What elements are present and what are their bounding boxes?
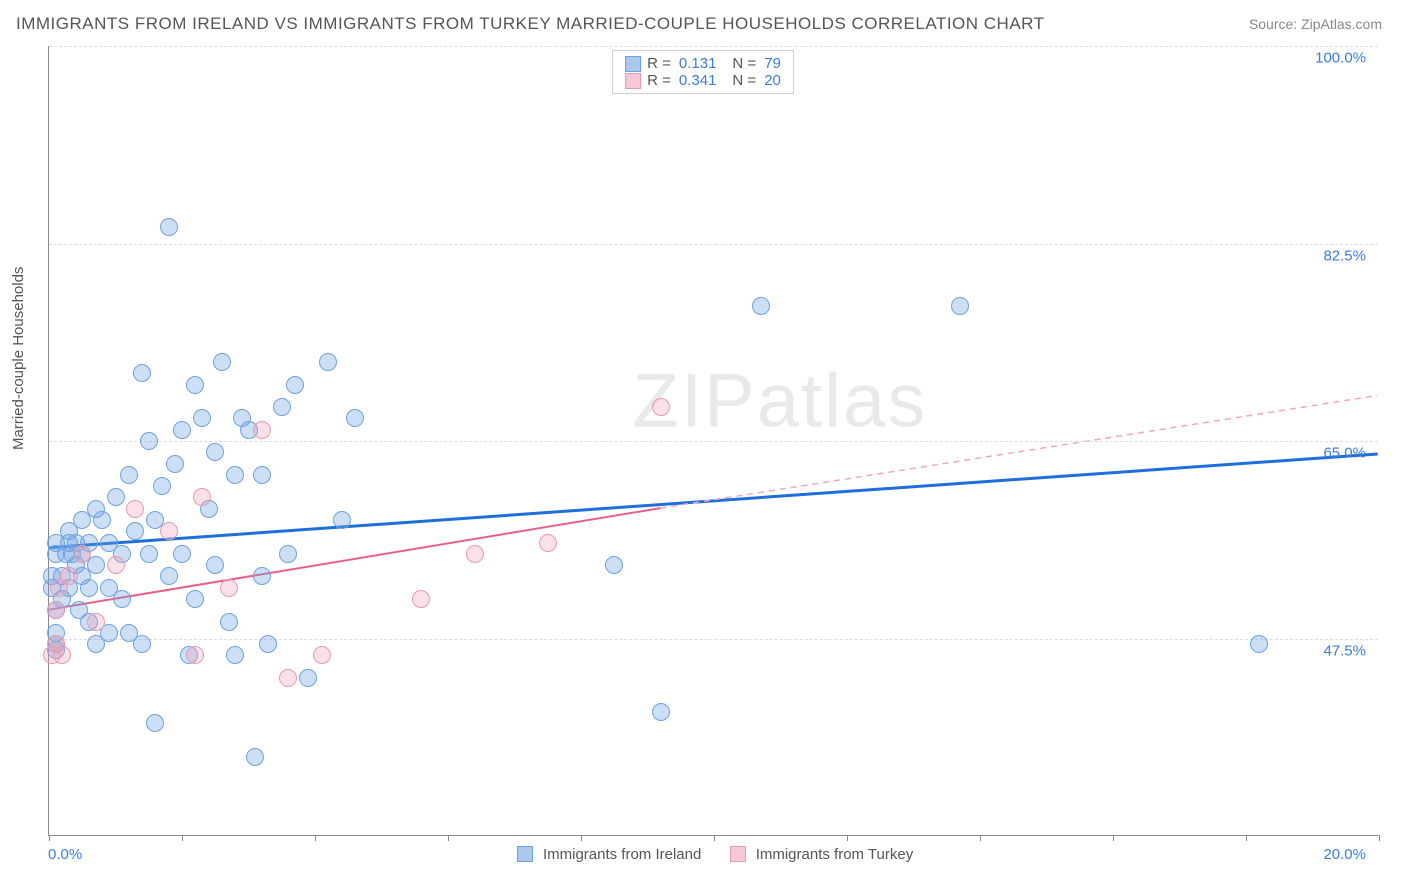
data-point [279,669,297,687]
legend-label-ireland: Immigrants from Ireland [543,846,701,863]
x-tick [847,835,848,841]
data-point [253,466,271,484]
data-point [160,218,178,236]
x-tick [714,835,715,841]
series-legend: Immigrants from Ireland Immigrants from … [0,846,1406,863]
legend-swatch [625,73,641,89]
data-point [160,567,178,585]
data-point [539,534,557,552]
data-point [246,748,264,766]
data-point [113,590,131,608]
x-tick [49,835,50,841]
data-point [213,353,231,371]
data-point [173,545,191,563]
x-tick [1246,835,1247,841]
data-point [107,488,125,506]
data-point [466,545,484,563]
legend-swatch [625,56,641,72]
data-point [93,511,111,529]
stats-legend-row: R = 0.131N = 79 [625,55,781,72]
data-point [319,353,337,371]
data-point [60,567,78,585]
data-point [53,646,71,664]
x-tick [980,835,981,841]
data-point [253,567,271,585]
data-point [146,714,164,732]
data-point [253,421,271,439]
grid-line [49,639,1378,640]
y-axis-label: Married-couple Households [10,267,27,450]
data-point [166,455,184,473]
data-point [299,669,317,687]
x-tick [581,835,582,841]
y-tick-label: 65.0% [1323,445,1366,462]
data-point [605,556,623,574]
data-point [126,500,144,518]
source-label: Source: ZipAtlas.com [1249,16,1382,32]
data-point [220,579,238,597]
data-point [286,376,304,394]
plot-area: ZIPatlas 47.5%65.0%82.5%100.0% [48,46,1378,836]
data-point [313,646,331,664]
data-point [220,613,238,631]
data-point [107,556,125,574]
data-point [193,488,211,506]
data-point [279,545,297,563]
data-point [87,613,105,631]
data-point [652,703,670,721]
stats-legend-row: R = 0.341N = 20 [625,72,781,89]
data-point [133,635,151,653]
legend-swatch-turkey [730,846,746,862]
data-point [333,511,351,529]
data-point [80,579,98,597]
data-point [752,297,770,315]
data-point [186,376,204,394]
data-point [120,466,138,484]
data-point [412,590,430,608]
x-tick [182,835,183,841]
y-tick-label: 100.0% [1315,50,1366,67]
grid-line [49,244,1378,245]
data-point [951,297,969,315]
data-point [1250,635,1268,653]
data-point [259,635,277,653]
data-point [140,545,158,563]
x-tick [1379,835,1380,841]
grid-line [49,441,1378,442]
data-point [226,646,244,664]
data-point [153,477,171,495]
y-tick-label: 82.5% [1323,247,1366,264]
data-point [126,522,144,540]
data-point [273,398,291,416]
x-tick [448,835,449,841]
data-point [160,522,178,540]
data-point [47,601,65,619]
grid-line [49,46,1378,47]
data-point [186,646,204,664]
y-tick-label: 47.5% [1323,642,1366,659]
data-point [73,545,91,563]
chart-title: IMMIGRANTS FROM IRELAND VS IMMIGRANTS FR… [16,14,1045,34]
data-point [193,409,211,427]
data-point [186,590,204,608]
x-tick [1113,835,1114,841]
data-point [346,409,364,427]
legend-label-turkey: Immigrants from Turkey [756,846,914,863]
data-point [206,443,224,461]
x-tick [315,835,316,841]
data-point [652,398,670,416]
stats-legend: R = 0.131N = 79R = 0.341N = 20 [612,50,794,94]
data-point [226,466,244,484]
legend-swatch-ireland [517,846,533,862]
data-point [140,432,158,450]
data-point [133,364,151,382]
data-point [206,556,224,574]
data-point [173,421,191,439]
